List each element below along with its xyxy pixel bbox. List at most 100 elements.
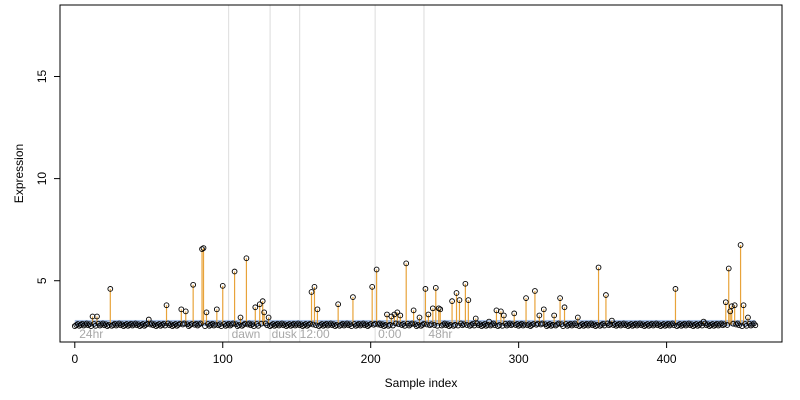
data-point-305 — [523, 295, 529, 301]
x-axis: 0 100 200 300 400 — [71, 341, 677, 366]
x-tick-label-300: 300 — [509, 352, 529, 366]
data-point-239 — [425, 311, 432, 318]
data-point-246 — [435, 305, 442, 312]
data-point-441 — [724, 322, 731, 328]
data-point-452 — [740, 302, 747, 309]
data-point-107 — [230, 320, 236, 327]
data-point-257 — [452, 321, 458, 328]
data-point-84 — [196, 321, 202, 328]
y-tick-label-10: 10 — [35, 172, 49, 186]
data-point-127 — [259, 298, 266, 305]
baseline-band — [74, 319, 756, 327]
period-lines — [228, 5, 425, 342]
data-point-201 — [369, 284, 376, 290]
data-point-460 — [752, 322, 759, 329]
data-point-324 — [551, 312, 558, 319]
data-point-204 — [373, 266, 380, 273]
data-point-264 — [462, 280, 469, 287]
data-point-244 — [432, 285, 439, 291]
data-point-403 — [668, 321, 674, 328]
data-point-119 — [248, 322, 254, 329]
data-point-443 — [727, 308, 734, 315]
data-point-442 — [725, 265, 732, 272]
data-point-185 — [345, 322, 352, 329]
data-point-108 — [231, 268, 238, 275]
data-point-455 — [745, 314, 751, 321]
data-point-258 — [453, 290, 460, 296]
data-point-440 — [722, 299, 729, 306]
data-point-213 — [387, 321, 393, 328]
data-point-162 — [311, 284, 318, 290]
data-point-74 — [181, 320, 188, 327]
data-point-125 — [256, 301, 263, 308]
x-axis-title: Sample index — [385, 376, 458, 390]
data-point-9 — [85, 322, 91, 329]
data-point-282 — [489, 321, 495, 328]
data-point-327 — [555, 320, 562, 327]
data-point-75 — [182, 308, 189, 315]
sample-label-5: 48hr — [428, 327, 452, 341]
data-point-359 — [603, 292, 609, 298]
data-point-228 — [409, 320, 415, 327]
data-point-164 — [314, 306, 321, 313]
data-point-218 — [394, 309, 401, 316]
data-point-255 — [449, 298, 455, 305]
data-point-220 — [397, 312, 404, 319]
data-point-128 — [261, 309, 268, 316]
data-point-406 — [672, 286, 679, 292]
data-point-62 — [163, 302, 170, 309]
data-point-188 — [350, 294, 356, 300]
sample-label-4: 0:00 — [378, 327, 402, 341]
data-point-86 — [199, 246, 205, 252]
data-point-97 — [215, 322, 222, 329]
data-point-266 — [465, 297, 472, 303]
data-point-229 — [410, 307, 417, 314]
data-point-160 — [308, 289, 315, 295]
data-point-268 — [468, 321, 475, 328]
data-point-116 — [243, 255, 250, 262]
data-point-50 — [145, 316, 152, 323]
data-point-242 — [429, 305, 436, 312]
data-point-446 — [731, 302, 738, 309]
data-point-89 — [203, 309, 210, 316]
data-point-450 — [737, 242, 744, 248]
data-point-447 — [733, 321, 739, 328]
data-point-217 — [392, 320, 399, 327]
x-tick-label-400: 400 — [657, 352, 677, 366]
baseline-band-rect — [74, 319, 756, 327]
data-point-288 — [498, 308, 504, 315]
data-point-354 — [595, 264, 602, 271]
data-point-224 — [403, 260, 410, 267]
data-point-444 — [728, 303, 735, 310]
sample-label-0: 24hr — [79, 327, 103, 341]
x-tick-label-200: 200 — [361, 352, 381, 366]
data-point-211 — [384, 311, 390, 318]
data-point-449 — [736, 322, 742, 329]
data-point-328 — [557, 295, 563, 301]
data-point-221 — [398, 322, 405, 328]
sample-label-3: 12:00 — [300, 327, 330, 341]
y-axis-title: Expression — [12, 144, 26, 203]
data-point-290 — [501, 312, 507, 319]
data-point-356 — [598, 321, 605, 328]
data-point-311 — [532, 288, 538, 294]
data-point-331 — [561, 304, 568, 311]
data-point-439 — [721, 321, 728, 328]
data-point-247 — [437, 306, 444, 313]
data-point-178 — [335, 301, 341, 308]
data-point-80 — [190, 281, 197, 288]
data-point-422 — [696, 321, 702, 328]
data-point-85 — [197, 320, 204, 327]
data-point-316 — [539, 320, 546, 327]
y-tick-label-5: 5 — [35, 277, 49, 284]
plot-frame — [59, 4, 783, 343]
data-point-337 — [570, 321, 577, 328]
data-point-24 — [107, 286, 114, 292]
data-point-122 — [252, 304, 259, 311]
data-points — [71, 242, 759, 329]
data-point-314 — [536, 312, 543, 319]
x-tick-label-100: 100 — [213, 352, 233, 366]
y-tick-label-15: 15 — [35, 69, 49, 83]
